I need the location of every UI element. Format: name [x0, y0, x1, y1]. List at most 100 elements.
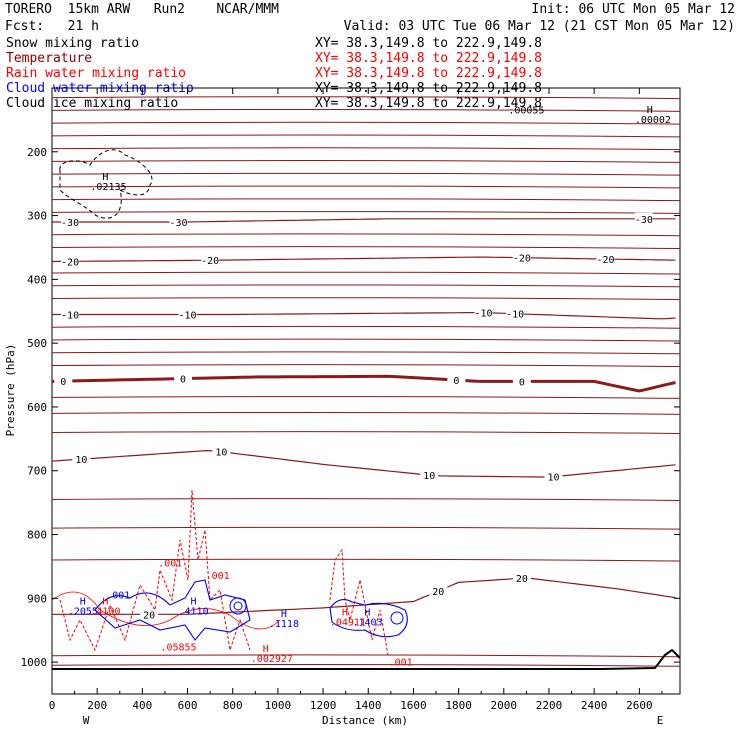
y-tick-label: 600	[27, 401, 47, 414]
y-tick-label: 500	[27, 337, 47, 350]
legend-field-name: Rain water mixing ratio	[6, 66, 186, 81]
extremum-marker: H	[102, 172, 108, 183]
legend-field-name: Snow mixing ratio	[6, 36, 139, 51]
isotherm-label: 10	[215, 448, 227, 459]
isotherm-label: 0	[453, 376, 459, 387]
isotherm-line	[51, 198, 681, 202]
isotherm-label-bg	[178, 308, 197, 320]
isotherm-label: -20	[596, 255, 614, 266]
contour-value-label: .1118	[269, 619, 299, 630]
isotherm-label-bg	[506, 307, 525, 319]
cloud-water-cell	[229, 597, 247, 615]
cloud-water-contour-2	[329, 599, 408, 638]
isotherm-line	[51, 663, 681, 667]
isotherm-label: 0	[519, 377, 525, 388]
isotherm-line	[51, 431, 681, 434]
header-init: Init: 06 UTC Mon 05 Mar 12	[532, 2, 736, 17]
legend-field-name: Temperature	[6, 51, 92, 66]
extremum-marker: H	[281, 609, 287, 620]
isotherm-line	[51, 526, 681, 530]
isotherm-label: -20	[61, 257, 79, 268]
isotherm-label: -10	[506, 310, 524, 321]
x-tick-label: 1400	[355, 699, 382, 712]
isotherm-label-bg	[420, 469, 439, 481]
isotherm-10	[51, 449, 676, 478]
legend-field-xy: XY= 38.3,149.8 to 222.9,149.8	[315, 96, 542, 111]
contour-value-label: .00002	[635, 115, 671, 126]
x-tick-label: 2600	[626, 699, 653, 712]
hydrometeor-contours	[51, 149, 681, 670]
extremum-marker: H	[647, 105, 653, 116]
isotherm-label-bg	[512, 572, 531, 584]
isotherm-label-bg	[54, 375, 73, 387]
x-tick-label: 800	[223, 699, 243, 712]
isotherm-label-bg	[72, 453, 91, 465]
isotherm--10	[52, 312, 676, 320]
extremum-marker: H	[263, 644, 269, 655]
isotherm-label-bg	[544, 470, 563, 482]
isotherm-label: 20	[143, 610, 155, 621]
isotherm-label-bg	[512, 251, 531, 263]
isotherm-label: 20	[432, 587, 444, 598]
isotherm-line	[51, 297, 681, 301]
x-tick-label: 1800	[445, 699, 472, 712]
isotherm-label-bg	[174, 372, 193, 384]
isotherm-label-bg	[474, 306, 493, 318]
isotherm-label-bg	[212, 445, 231, 457]
isotherm-line	[51, 351, 681, 355]
contour-value-label: .04911	[330, 618, 366, 629]
y-tick-label: 300	[27, 210, 47, 223]
y-tick-label: 200	[27, 146, 47, 159]
isotherm-label-bg	[447, 374, 466, 386]
isotherm-line	[51, 134, 681, 138]
contour-value-label: .2055	[68, 606, 98, 617]
isotherm-label-bg	[201, 254, 220, 266]
contour-value-label: .001	[158, 558, 182, 569]
extremum-marker: H	[364, 608, 370, 619]
x-tick-label: 2200	[536, 699, 563, 712]
legend-field-xy: XY= 38.3,149.8 to 222.9,149.8	[315, 51, 542, 66]
x-axis-label: Distance (km)	[322, 714, 408, 727]
isotherm-label: -30	[635, 215, 653, 226]
y-tick-label: 900	[27, 592, 47, 605]
extremum-marker: H	[102, 596, 108, 607]
cloud-water-contour	[94, 579, 251, 641]
isotherm-label: -10	[61, 310, 79, 321]
isotherm-line	[51, 271, 681, 275]
isotherm-line	[51, 96, 681, 100]
legend-field-xy: XY= 38.3,149.8 to 222.9,149.8	[315, 66, 542, 81]
x-tick-label: 200	[87, 699, 107, 712]
isotherm-line	[51, 325, 681, 329]
isotherm--30	[52, 218, 676, 223]
isotherm-line	[51, 364, 681, 367]
terrain-line	[52, 648, 681, 670]
isotherm-label: -10	[179, 310, 197, 321]
x-end-label-west: W	[83, 714, 90, 727]
x-tick-label: 1000	[265, 699, 292, 712]
isotherm-label-bg	[61, 308, 80, 320]
y-tick-label: 400	[27, 273, 47, 286]
extremum-marker: H	[190, 596, 196, 607]
snow-contour	[59, 149, 153, 219]
cloud-water-cell-2	[390, 611, 404, 625]
isotherm-line	[51, 160, 681, 163]
x-tick-label: 600	[178, 699, 198, 712]
isotherm-line	[51, 233, 681, 237]
contour-value-label: .05855	[160, 643, 196, 654]
isotherm-label-bg	[61, 255, 80, 267]
legend-field-xy: XY= 38.3,149.8 to 222.9,149.8	[315, 36, 542, 51]
rain-contour	[59, 489, 251, 652]
extremum-marker: H	[80, 596, 86, 607]
x-tick-label: 400	[132, 699, 152, 712]
isotherm-label-bg	[429, 584, 448, 596]
contour-value-label: .4110	[179, 606, 209, 617]
contour-value-label: .002927	[251, 654, 293, 665]
y-tick-label: 800	[27, 529, 47, 542]
contour-value-label: .001	[206, 571, 230, 582]
extremum-marker: H	[342, 608, 348, 619]
isotherm-label: 10	[547, 473, 559, 484]
cloud-water-cell-inner	[233, 601, 243, 611]
isotherm-line	[51, 246, 681, 249]
isotherm-line	[51, 396, 681, 399]
